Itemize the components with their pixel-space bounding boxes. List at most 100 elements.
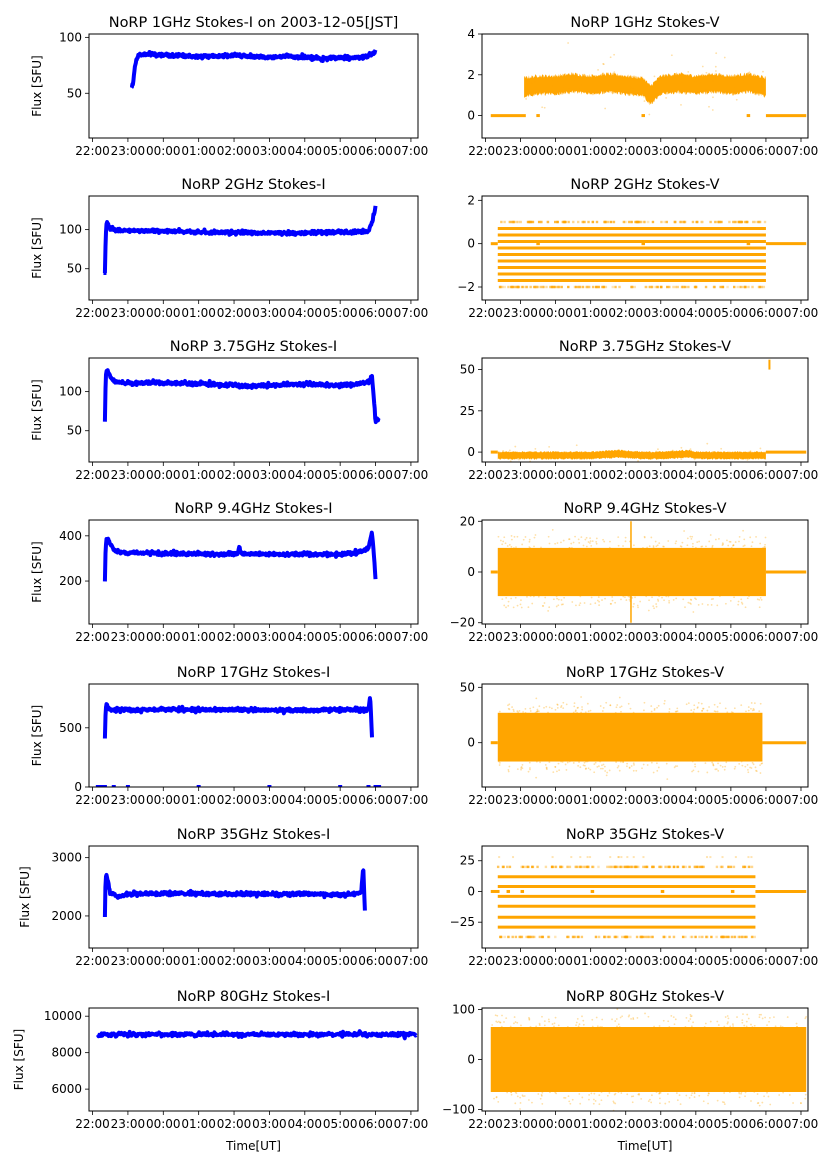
sparse-point [603,935,607,939]
sparse-point [535,285,538,289]
sparse-point [586,865,590,869]
rare-point [626,856,629,859]
data-point [646,764,649,766]
data-point [516,604,519,607]
data-point [573,705,576,708]
sparse-point [710,935,713,939]
data-point [292,552,294,555]
data-point [691,770,693,773]
data-point [706,457,709,459]
data-point [560,706,562,709]
data-point [637,94,640,97]
data-point [505,596,508,599]
data-point [685,703,688,706]
sparse-point [629,220,633,224]
data-point [718,537,720,540]
data-point [804,1017,807,1020]
data-point [587,541,590,543]
sparse-point [513,285,516,289]
data-point [706,442,709,445]
x-tick-label: 00:00 [538,793,573,807]
data-point [537,595,540,598]
data-point [200,54,202,57]
sparse-point [694,935,697,939]
data-point [721,544,724,547]
y-tick-label: −2 [457,280,475,294]
data-point [617,536,620,539]
data-point [305,710,308,712]
sparse-point [689,935,693,939]
data-point [321,57,324,59]
sparse-point [624,935,627,939]
sparse-point [733,285,736,289]
x-tick-label: 22:00 [468,954,503,968]
sparse-point [529,285,532,289]
data-point [569,1102,572,1105]
data-point [675,597,678,600]
data-point [653,1025,655,1028]
data-point [510,1093,513,1096]
data-point [325,1034,328,1036]
x-tick-label: 02:00 [608,1117,643,1131]
data-point [608,546,611,549]
data-point [723,1025,726,1028]
sparse-point [683,220,687,224]
data-point [795,1022,798,1025]
sparse-point [681,935,685,939]
data-point [204,1033,207,1036]
data-point [658,595,661,598]
sparse-point [681,865,685,869]
data-point [663,702,666,705]
x-tick-label: 23:00 [111,468,146,482]
data-point [556,542,559,544]
data-point [758,1104,761,1107]
data-point [753,451,756,454]
y-tick-label: 3000 [51,851,82,865]
data-point [554,542,557,545]
data-point [640,1097,643,1100]
data-point [585,767,587,770]
data-point [544,93,547,96]
x-tick-label: 03:00 [252,954,287,968]
data-point [726,1022,729,1025]
data-point [193,893,195,895]
data-point [282,231,285,234]
data-point [632,762,635,765]
data-point [533,456,536,459]
data-point [262,56,264,59]
sparse-point [673,220,677,224]
sparse-point [622,220,626,224]
data-point [497,760,500,763]
data-point [727,1021,729,1023]
data-point [601,710,604,712]
data-point [605,774,608,777]
data-point [147,707,150,710]
subplot-title: NoRP 17GHz Stokes-I [177,665,331,681]
sparse-point [698,935,701,939]
data-point [534,80,537,82]
y-tick-label: 25 [460,854,475,868]
subplot-9_4ghz-v: 22:00 23:00 00:00 01:00 02:00 03:00 04:00 05:00… [450,501,819,644]
data-point [555,595,558,598]
sparse-point [628,865,631,869]
sparse-point [662,935,666,939]
data-point [656,706,658,709]
data-point [582,1019,585,1022]
data-point [203,551,205,554]
data-point [620,705,623,708]
data-point [176,707,179,710]
data-point [729,456,732,458]
data-point [501,543,504,546]
data-point [676,765,679,768]
data-point [747,1017,750,1020]
x-tick-label: 00:00 [146,630,181,644]
sparse-point [525,935,528,939]
data-point [637,460,639,462]
axes-frame [481,357,809,463]
data-point [708,1092,710,1095]
data-point [263,708,265,711]
data-point [359,54,362,57]
data-point [600,1099,603,1102]
stokes-v-band [497,712,763,762]
data-point [138,1033,141,1035]
